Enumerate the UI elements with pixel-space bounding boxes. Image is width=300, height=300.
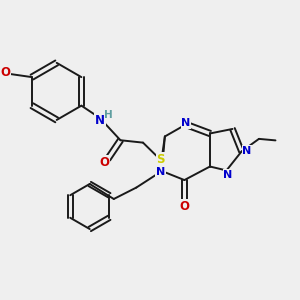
- Text: O: O: [100, 156, 110, 169]
- Text: N: N: [242, 146, 251, 156]
- Text: S: S: [156, 153, 165, 166]
- Text: N: N: [156, 167, 165, 177]
- Text: N: N: [181, 118, 190, 128]
- Text: H: H: [104, 110, 113, 120]
- Text: N: N: [224, 170, 232, 180]
- Text: N: N: [95, 114, 105, 127]
- Text: O: O: [179, 200, 189, 213]
- Text: O: O: [1, 66, 10, 79]
